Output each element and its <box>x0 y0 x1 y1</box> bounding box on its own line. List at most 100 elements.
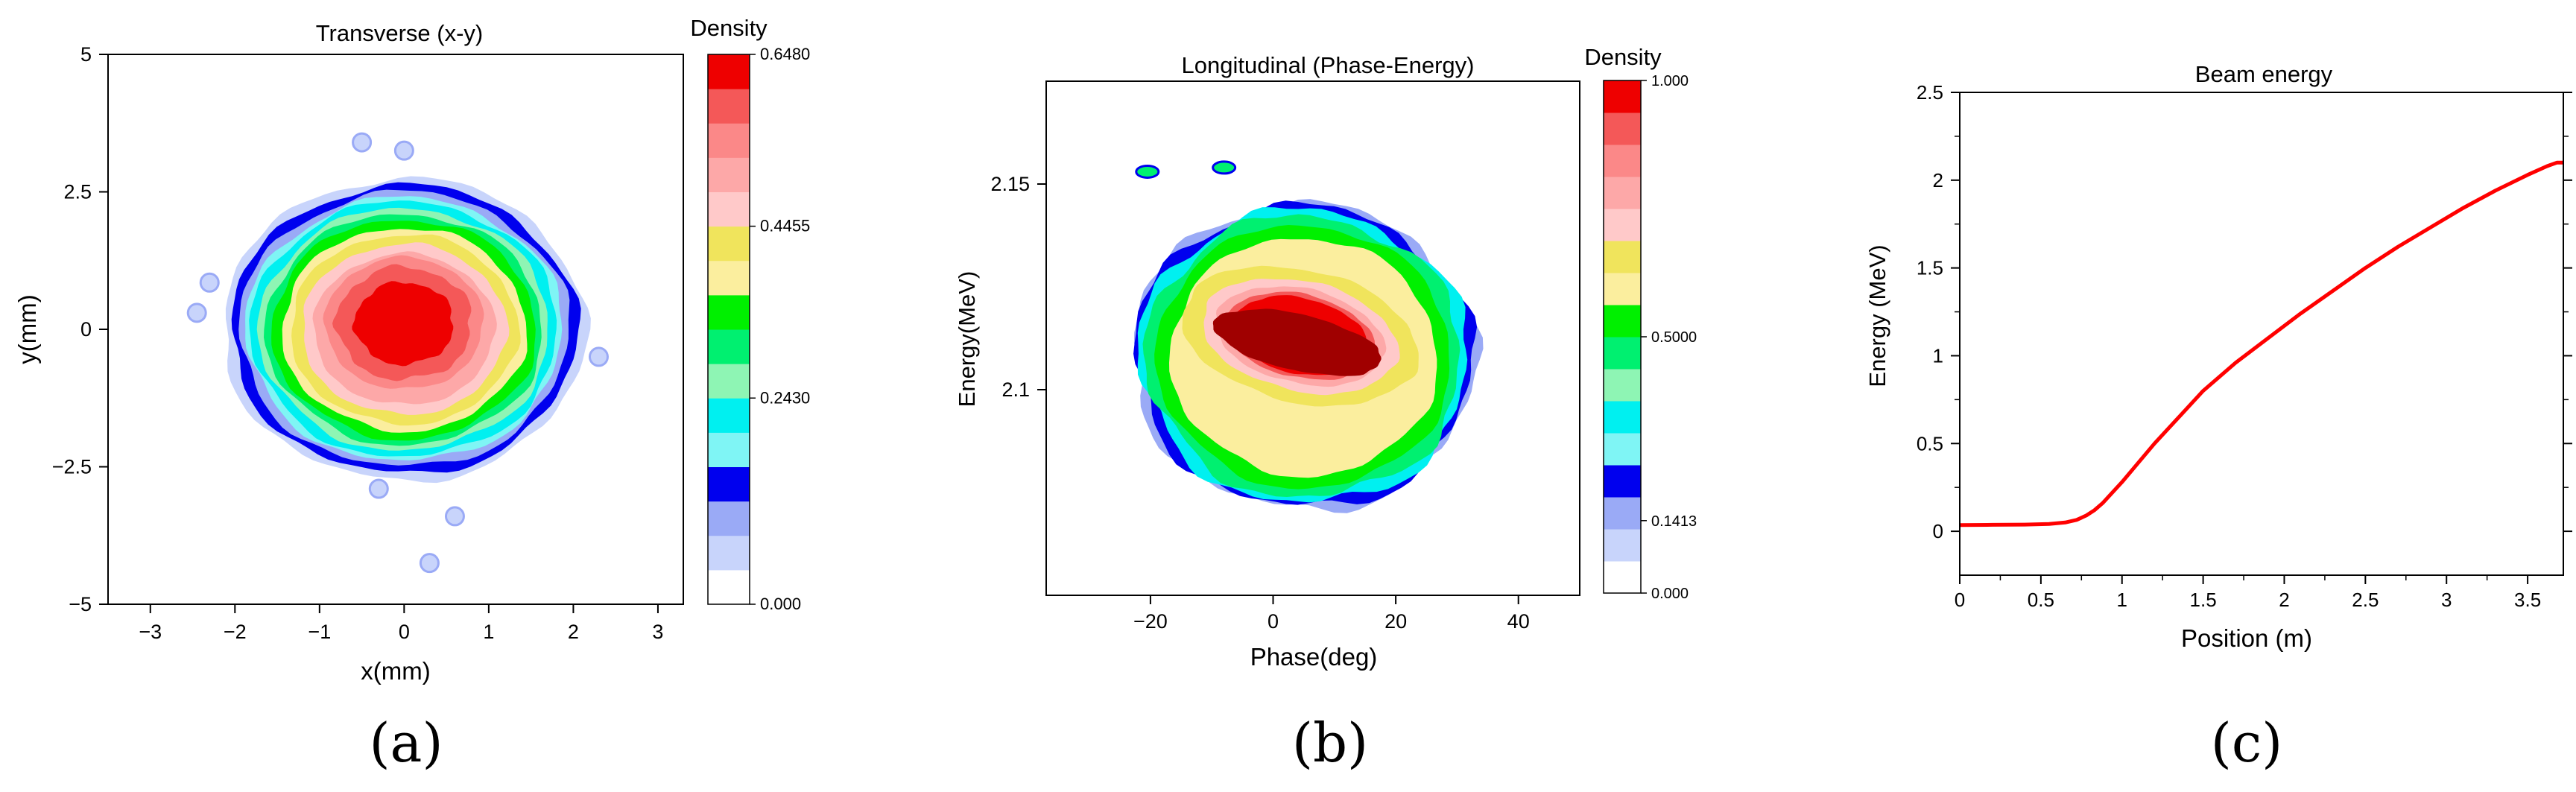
chart-b-colorbar-band-11 <box>1604 209 1641 241</box>
chart-c-frame <box>1959 92 2564 576</box>
chart-b-ytick-label-1: 2.1 <box>1001 378 1030 401</box>
chart-b-ylabel: Energy(MeV) <box>954 271 980 408</box>
chart-a-outlier-1 <box>393 140 414 161</box>
chart-a-density-map <box>186 132 609 574</box>
chart-b-colorbar-band-0 <box>1604 561 1641 594</box>
chart-a-colorbar-band-3 <box>708 466 750 502</box>
panel-a-label: (a) <box>369 712 443 774</box>
chart-a-colorbar-band-10 <box>708 226 750 262</box>
chart-a-ytick-label-4: −5 <box>69 593 92 615</box>
chart-a-colorbar-band-9 <box>708 260 750 296</box>
chart-b-colorbar-band-14 <box>1604 113 1641 145</box>
chart-a-colorbar-frame <box>707 54 750 605</box>
chart-b-xtick-label-1: 0 <box>1268 610 1279 633</box>
panel-a: Transverse (x-y) −3 −2 −1 0 1 2 3 5 2.5 0 −2.5 −5 x… <box>13 15 810 774</box>
chart-b-xtick-label-0: −20 <box>1133 610 1168 633</box>
chart-a-colorbar-band-4 <box>708 432 750 467</box>
chart-a-ytick-label-0: 5 <box>80 43 92 66</box>
chart-b-axes: −20 0 20 40 2.15 2.1 <box>990 173 1529 633</box>
chart-b-colorbar-band-2 <box>1604 497 1641 530</box>
chart-a-ylabel: y(mm) <box>13 294 41 364</box>
chart-b-colorbar-band-13 <box>1604 145 1641 177</box>
chart-b-colorbar-band-4 <box>1604 433 1641 466</box>
chart-b-colorbar-band-10 <box>1604 241 1641 273</box>
chart-c-xtick-label-1: 0.5 <box>2028 589 2054 611</box>
chart-a-colorbar-label-1: 0.4455 <box>760 217 810 235</box>
chart-a-colorbar-band-5 <box>708 398 750 433</box>
chart-a-xtick-label-6: 3 <box>652 621 663 643</box>
chart-a-xtick-label-0: −3 <box>139 621 162 643</box>
chart-c-xlabel: Position (m) <box>2181 624 2312 652</box>
chart-a-outlier-3 <box>199 272 220 293</box>
chart-b-xtick-label-3: 40 <box>1507 610 1530 633</box>
chart-a-colorbar-band-7 <box>708 329 750 364</box>
chart-c-ytick-label-1: 0.5 <box>1917 432 1943 454</box>
chart-c-series-beam-energy <box>1960 160 2563 528</box>
chart-a-colorbar-band-11 <box>708 191 750 227</box>
chart-a-outlier-0 <box>352 132 373 153</box>
chart-c-ylabel: Energy (MeV) <box>1864 244 1890 387</box>
chart-b-colorbar-label-2: 0.1413 <box>1651 513 1697 530</box>
chart-c-ytick-label-2: 1 <box>1933 344 1943 367</box>
chart-b-outlier-0 <box>1135 164 1160 179</box>
chart-c-xtick-label-2: 1 <box>2117 589 2127 611</box>
chart-b-colorbar-band-6 <box>1604 369 1641 402</box>
chart-b-frame <box>1045 80 1580 596</box>
chart-c-xtick-label-3: 1.5 <box>2190 589 2217 611</box>
chart-a-colorbar-band-8 <box>708 294 750 330</box>
chart-b-colorbar-band-8 <box>1604 305 1641 338</box>
chart-a-title: Transverse (x-y) <box>316 20 483 46</box>
chart-c-xtick-label-5: 2.5 <box>2352 589 2379 611</box>
chart-a-colorbar-band-13 <box>708 123 750 158</box>
chart-c-ytick-label-4: 2 <box>1933 169 1943 191</box>
chart-a-xlabel: x(mm) <box>361 657 430 685</box>
chart-c-ytick-label-5: 2.5 <box>1917 81 1943 104</box>
chart-b-xlabel: Phase(deg) <box>1250 643 1378 671</box>
panel-b: Longitudinal (Phase-Energy) −20 0 20 40 2.15… <box>954 44 1697 774</box>
chart-a-colorbar-label-2: 0.2430 <box>760 388 810 407</box>
chart-b-colorbar-band-12 <box>1604 177 1641 209</box>
chart-a-colorbar-band-2 <box>708 501 750 536</box>
chart-a-xtick-label-2: −1 <box>308 621 331 643</box>
chart-a-xtick-label-1: −2 <box>224 621 247 643</box>
chart-b-density-map <box>1133 160 1484 513</box>
chart-b-outlier-1 <box>1212 160 1237 175</box>
chart-a-colorbar-band-0 <box>708 569 750 605</box>
chart-b-core <box>1212 308 1382 376</box>
chart-b-colorbar-band-9 <box>1604 273 1641 305</box>
chart-a-colorbar-label-0: 0.6480 <box>760 45 810 63</box>
chart-b-colorbar-band-15 <box>1604 80 1641 113</box>
chart-c-ytick-label-3: 1.5 <box>1917 257 1943 279</box>
chart-b-colorbar: 1.000 0.5000 0.1413 0.000 <box>1603 73 1697 602</box>
chart-b-colorbar-band-5 <box>1604 401 1641 434</box>
chart-a-outlier-7 <box>444 506 465 527</box>
chart-a-colorbar-band-12 <box>708 157 750 192</box>
chart-a-xtick-label-3: 0 <box>399 621 410 643</box>
chart-b-colorbar-band-1 <box>1604 529 1641 562</box>
chart-c-title: Beam energy <box>2195 61 2333 87</box>
chart-a-colorbar-title: Density <box>690 15 768 41</box>
chart-a-colorbar: 0.6480 0.4455 0.2430 0.000 <box>707 45 810 613</box>
chart-a-colorbar-band-15 <box>708 54 750 89</box>
chart-a-xtick-label-4: 1 <box>483 621 494 643</box>
chart-a-axes: −3 −2 −1 0 1 2 3 5 2.5 0 −2.5 −5 <box>52 43 664 643</box>
chart-b-colorbar-label-0: 1.000 <box>1651 73 1689 89</box>
chart-b-xtick-label-2: 20 <box>1384 610 1407 633</box>
chart-a-colorbar-band-6 <box>708 364 750 399</box>
chart-b-colorbar-label-1: 0.5000 <box>1651 329 1697 346</box>
chart-b-colorbar-title: Density <box>1584 44 1662 70</box>
chart-a-colorbar-band-1 <box>708 535 750 571</box>
chart-b-colorbar-band-3 <box>1604 465 1641 498</box>
chart-c-xtick-label-4: 2 <box>2279 589 2289 611</box>
chart-c-ytick-label-0: 0 <box>1933 520 1943 542</box>
chart-a-ytick-label-3: −2.5 <box>52 456 92 478</box>
panel-c-label: (c) <box>2211 712 2283 774</box>
chart-a-contour-14 <box>352 281 454 367</box>
chart-b-title: Longitudinal (Phase-Energy) <box>1182 52 1475 78</box>
chart-a-outlier-5 <box>588 346 609 367</box>
chart-b-colorbar-label-3: 0.000 <box>1651 586 1689 602</box>
chart-a-outlier-6 <box>368 478 389 499</box>
chart-a-outlier-4 <box>186 302 207 323</box>
chart-a-ytick-label-1: 2.5 <box>63 181 92 203</box>
